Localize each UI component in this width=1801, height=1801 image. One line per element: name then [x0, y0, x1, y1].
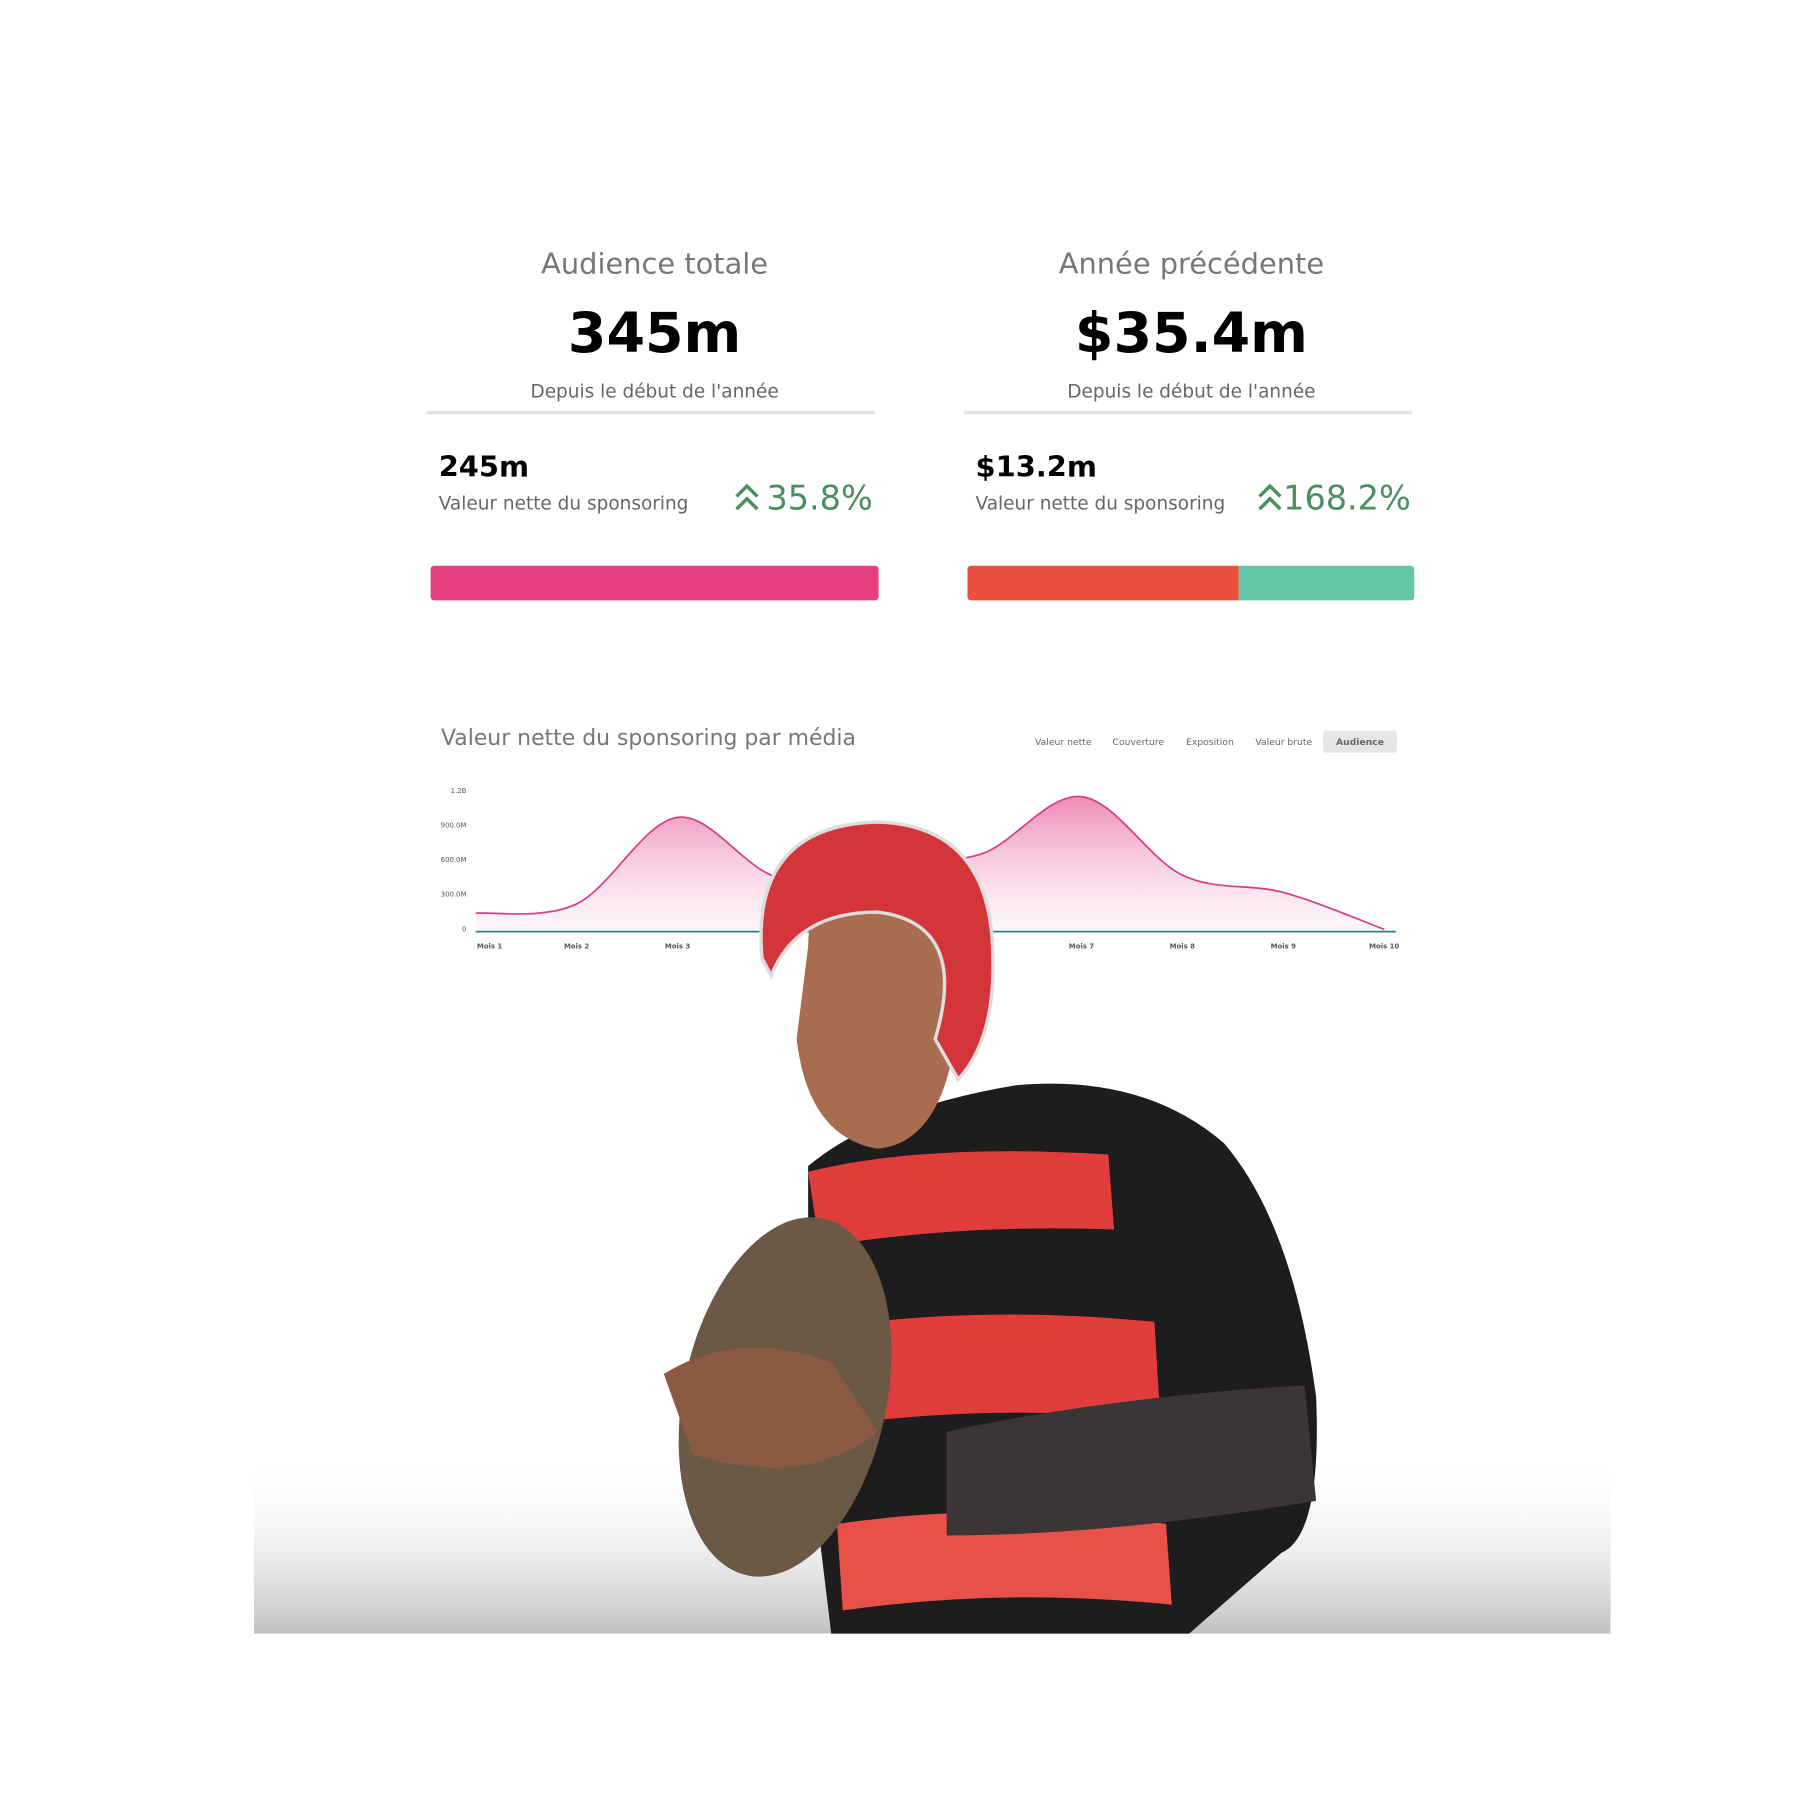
face	[796, 877, 960, 1149]
hands	[663, 1347, 878, 1468]
progress-bar	[430, 565, 879, 601]
x-tick-label: Mois 2	[564, 943, 589, 951]
y-tick-label: 600.0M	[441, 856, 467, 864]
card-value: $35.4m	[1075, 302, 1308, 366]
player-photo	[253, 820, 1611, 1634]
change: 35.8%	[766, 478, 872, 517]
metric-value: $13.2m	[976, 450, 1097, 484]
shirt-stripe	[837, 1512, 1172, 1611]
up-icon	[1258, 483, 1282, 511]
x-tick-label: Mois 8	[1170, 943, 1195, 951]
card-subtitle: Depuis le début de l'année	[1067, 382, 1315, 403]
shirt-stripe	[825, 1314, 1161, 1426]
y-tick-label: 1.2B	[451, 787, 467, 795]
divider	[963, 410, 1412, 415]
card-value: 345m	[568, 302, 741, 366]
metric-value: 245m	[439, 450, 529, 484]
x-tick-label: Mois 1	[477, 943, 502, 951]
active-tab-bg	[1323, 730, 1397, 753]
y-tick-label: 0	[462, 925, 466, 933]
metric-label: Valeur nette du sponsoring	[439, 494, 689, 515]
up-icon	[735, 483, 759, 511]
card-subtitle: Depuis le début de l'année	[530, 382, 778, 403]
helmet	[759, 820, 995, 1083]
card-title: Année précédente	[1059, 247, 1324, 281]
x-tick-label: Mois 3	[665, 943, 690, 951]
card-title: Audience totale	[541, 247, 768, 281]
x-tick-label: Mois 7	[1069, 943, 1094, 951]
chart-tab[interactable]: Exposition	[1186, 737, 1234, 748]
tabs: Valeur nette Couverture Exposition Valeur b…	[1035, 737, 1384, 748]
x-tick-label: Mois 10	[1369, 943, 1399, 951]
chart-title: Valeur nette du sponsoring par média	[441, 726, 856, 751]
chart-tab[interactable]: Valeur brute	[1255, 737, 1312, 748]
x-tick-label: Mois 9	[1271, 943, 1296, 951]
change: 168.2%	[1283, 478, 1411, 517]
progress-segment	[1238, 565, 1415, 601]
progress-segment	[967, 565, 1239, 601]
divider	[427, 410, 876, 415]
shirt-stripe	[808, 1151, 1115, 1247]
metric-label: Valeur nette du sponsoring	[976, 494, 1226, 515]
chart-tab[interactable]: Valeur nette	[1035, 737, 1092, 748]
arm	[946, 1385, 1317, 1536]
chart-tab[interactable]: Audience	[1336, 737, 1384, 748]
y-tick-label: 900.0M	[441, 821, 467, 829]
y-tick-label: 300.0M	[441, 891, 467, 899]
chart-tab[interactable]: Couverture	[1113, 737, 1165, 748]
